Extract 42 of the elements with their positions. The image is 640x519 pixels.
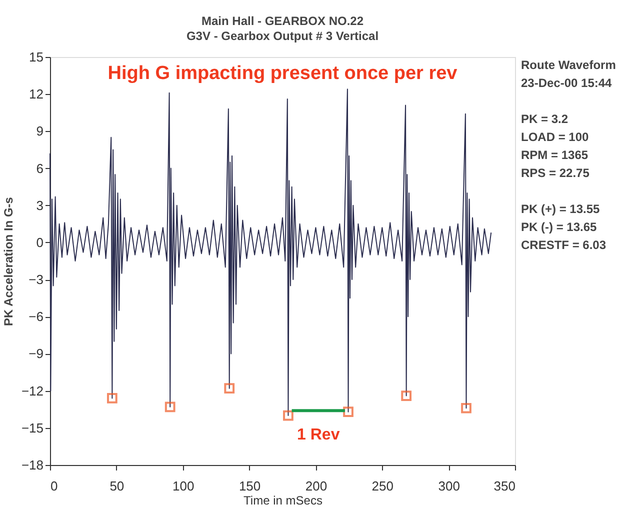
x-tick-label: 350 bbox=[494, 478, 516, 494]
text: RPS = 22.75 bbox=[521, 166, 590, 180]
text: LOAD = 100 bbox=[521, 130, 590, 144]
point bbox=[461, 402, 472, 414]
series-label: 1 Rev bbox=[297, 426, 340, 444]
text: PK (+) = 13.55 bbox=[521, 202, 600, 216]
x-tick-label: 300 bbox=[438, 478, 460, 494]
point bbox=[224, 383, 235, 394]
y-tick-label: −6 bbox=[28, 309, 44, 324]
text: Route Waveform bbox=[521, 58, 616, 72]
point bbox=[106, 393, 118, 404]
y-tick-label: −12 bbox=[21, 383, 44, 398]
point bbox=[343, 406, 354, 418]
y-tick-label: 9 bbox=[36, 124, 44, 139]
y-tick-label: −15 bbox=[21, 420, 44, 436]
y-tick-label: 15 bbox=[29, 50, 44, 64]
point bbox=[401, 390, 412, 401]
x-tick-label: 100 bbox=[172, 478, 194, 494]
text: CRESTF = 6.03 bbox=[521, 238, 606, 252]
x-axis-title: Time in mSecs bbox=[244, 494, 322, 508]
text: RPM = 1365 bbox=[521, 148, 588, 162]
chart-title: Main Hall - GEARBOX NO.22 bbox=[201, 14, 364, 28]
y-tick-label: −9 bbox=[28, 346, 44, 362]
text: PK = 3.2 bbox=[521, 112, 568, 126]
y-axis-title: PK Acceleration In G-s bbox=[1, 196, 16, 326]
y-tick-label: −3 bbox=[28, 272, 44, 288]
x-tick-label: 250 bbox=[372, 478, 394, 494]
x-tick-label: 200 bbox=[305, 478, 328, 494]
point bbox=[283, 410, 294, 421]
y-tick-label: −18 bbox=[21, 458, 44, 472]
text: PK (-) = 13.65 bbox=[521, 220, 598, 234]
point bbox=[164, 402, 176, 412]
annotation: High G impacting present once per rev bbox=[108, 63, 458, 84]
y-tick-label: 12 bbox=[29, 86, 44, 102]
y-tick-label: 3 bbox=[36, 198, 44, 213]
x-tick-label: 150 bbox=[238, 478, 261, 494]
chart-subtitle: G3V - Gearbox Output # 3 Vertical bbox=[186, 29, 379, 43]
x-tick-label: 50 bbox=[110, 478, 124, 494]
text: 23-Dec-00 15:44 bbox=[521, 76, 612, 90]
x-tick-label: 0 bbox=[50, 478, 58, 494]
y-tick-label: 0 bbox=[36, 234, 44, 250]
y-tick-label: 6 bbox=[36, 160, 44, 176]
